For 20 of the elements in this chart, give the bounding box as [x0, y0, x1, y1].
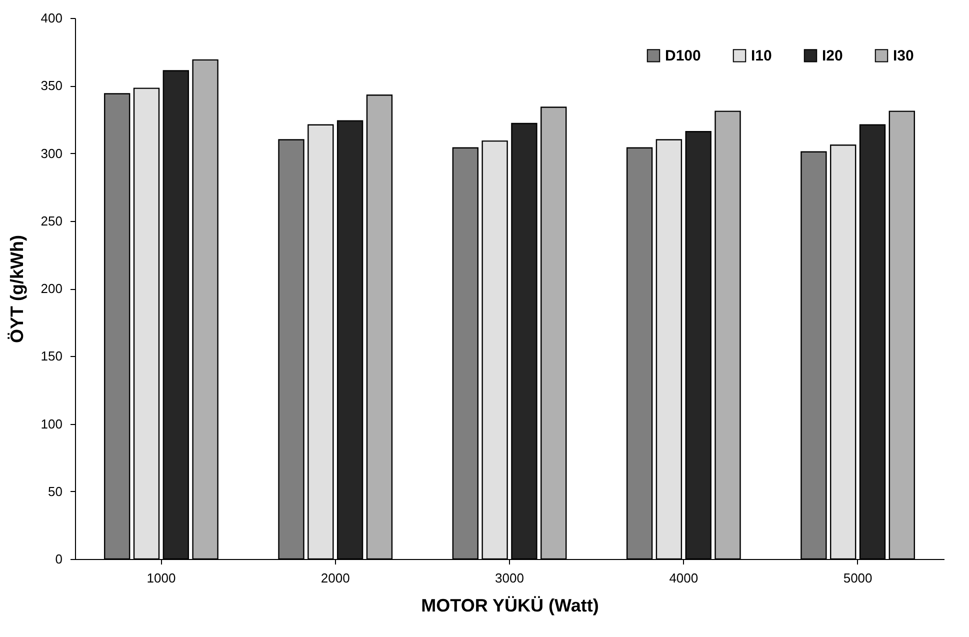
x-tick-label: 3000 — [495, 570, 524, 586]
legend-label: I10 — [751, 48, 772, 65]
y-tick-label: 300 — [40, 146, 62, 161]
y-axis-title: ÖYT (g/kWh) — [6, 235, 27, 343]
legend-label: I30 — [893, 48, 914, 65]
y-tick-label: 200 — [40, 281, 62, 296]
y-tick-label: 0 — [55, 552, 62, 566]
x-axis-title: MOTOR YÜKÜ (Watt) — [421, 596, 599, 616]
y-tick-label: 100 — [40, 416, 62, 432]
x-tick-label: 2000 — [320, 570, 350, 586]
y-tick-label: 350 — [40, 78, 62, 94]
legend-label: D100 — [665, 48, 701, 65]
legend-label: I20 — [822, 48, 843, 65]
y-tick-label: 250 — [40, 213, 62, 228]
x-tick-label: 4000 — [669, 570, 698, 586]
y-tick-label: 400 — [40, 10, 62, 26]
x-tick-label: 5000 — [843, 570, 872, 586]
x-tick-label: 1000 — [146, 570, 176, 586]
y-tick-label: 50 — [48, 484, 62, 499]
y-tick-label: 150 — [40, 348, 62, 364]
